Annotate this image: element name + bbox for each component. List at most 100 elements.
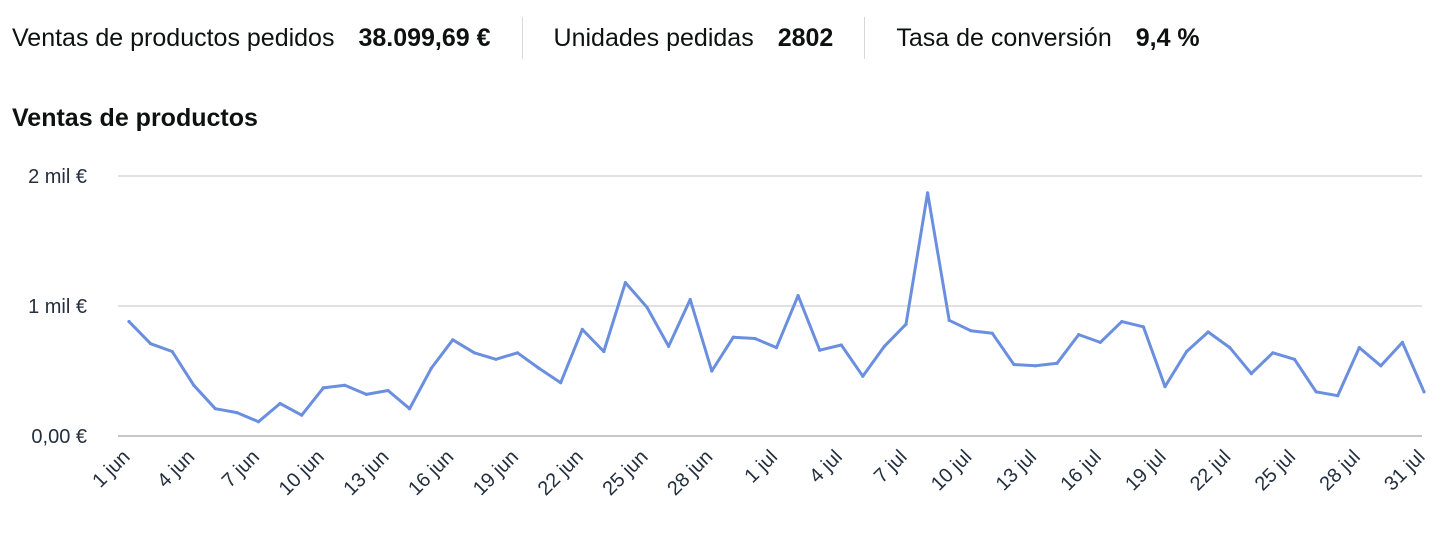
y-axis-ticks: 0,00 € 1 mil € 2 mil € (28, 166, 87, 448)
data-point (774, 346, 779, 350)
x-tick-label: 1 jun (88, 446, 134, 492)
data-point (1336, 394, 1340, 398)
data-point (1141, 325, 1146, 329)
data-point (623, 281, 628, 285)
metric-divider (864, 17, 866, 59)
data-point (559, 381, 563, 385)
data-point (1271, 351, 1275, 355)
metric-sales-value: 38.099,69 € (358, 24, 491, 52)
x-tick-label: 7 jun (218, 446, 264, 492)
x-tick-label: 16 jul (1056, 446, 1105, 495)
data-point (753, 336, 757, 341)
data-point (796, 294, 800, 298)
data-point (256, 420, 261, 424)
data-point (1314, 390, 1318, 394)
data-point (429, 366, 433, 370)
data-point (1012, 362, 1016, 367)
data-point (364, 392, 369, 396)
x-tick-label: 13 jun (339, 446, 393, 500)
x-tick-label: 19 jun (469, 446, 523, 500)
metrics-bar: Ventas de productos pedidos 38.099,69 € … (12, 16, 1200, 60)
data-point (688, 297, 692, 302)
x-tick-label: 16 jun (404, 446, 458, 500)
x-tick-label: 4 jun (153, 446, 199, 492)
y-tick-label: 2 mil € (28, 166, 87, 188)
metric-units: Unidades pedidas 2802 (554, 16, 834, 60)
x-tick-label: 1 jul (741, 446, 783, 488)
data-point (127, 320, 131, 324)
metric-conversion-label: Tasa de conversión (896, 24, 1112, 52)
data-point (947, 318, 951, 322)
data-point (990, 331, 994, 335)
data-point (645, 305, 649, 309)
x-axis-ticks: 1 jun 4 jun 7 jun 10 jun 13 jun 16 jun 19 jun 2… (88, 446, 1429, 500)
grid-lines (118, 175, 1422, 437)
y-tick-label: 0,00 € (31, 426, 87, 448)
x-tick-label: 22 jun (534, 446, 588, 500)
data-point (839, 343, 843, 347)
data-point (148, 342, 153, 346)
data-point (1379, 364, 1383, 368)
data-point (472, 351, 476, 355)
data-point (818, 348, 822, 352)
data-point (407, 407, 412, 411)
data-point (192, 383, 196, 387)
data-point (1098, 340, 1102, 344)
x-tick-label: 10 jun (275, 446, 329, 500)
data-point (494, 357, 498, 361)
data-point (300, 413, 304, 417)
data-point (861, 374, 865, 378)
x-tick-label: 4 jul (805, 446, 847, 488)
data-point (1400, 340, 1405, 344)
data-point (1163, 385, 1167, 389)
data-point (1357, 346, 1361, 350)
data-point (170, 349, 174, 354)
x-tick-label: 25 jun (598, 446, 652, 500)
data-point (710, 369, 714, 373)
x-tick-label: 28 jul (1315, 446, 1364, 495)
data-point (882, 344, 887, 348)
x-tick-label: 19 jul (1121, 446, 1170, 495)
x-tick-label: 10 jul (927, 446, 976, 495)
data-point (1033, 364, 1038, 368)
x-tick-label: 13 jul (992, 446, 1041, 495)
data-point (580, 327, 584, 331)
data-point (1292, 357, 1297, 361)
data-point (1228, 346, 1232, 350)
metric-sales-label: Ventas de productos pedidos (12, 24, 335, 52)
data-point (602, 349, 606, 354)
metric-sales: Ventas de productos pedidos 38.099,69 € (12, 16, 491, 60)
x-tick-label: 7 jul (870, 446, 912, 488)
series-layer (127, 191, 1426, 424)
x-tick-label: 22 jul (1186, 446, 1235, 495)
data-point (731, 335, 735, 339)
data-point (451, 338, 455, 342)
chart-title: Ventas de productos (12, 104, 258, 132)
data-point (1120, 320, 1124, 324)
data-point (1184, 349, 1189, 354)
data-point (213, 407, 217, 411)
data-point (343, 383, 347, 387)
x-tick-label: 31 jul (1380, 446, 1429, 495)
data-point (278, 401, 282, 406)
x-tick-label: 28 jun (663, 446, 717, 500)
metric-conversion-value: 9,4 % (1135, 24, 1200, 52)
data-point (1249, 372, 1253, 376)
data-point (386, 388, 390, 393)
data-point (969, 329, 973, 333)
y-tick-label: 1 mil € (28, 296, 87, 318)
data-point (904, 322, 908, 326)
data-point (537, 366, 541, 370)
x-tick-label: 25 jul (1251, 446, 1300, 495)
data-point (925, 191, 930, 195)
data-point (321, 386, 325, 390)
data-point (1077, 333, 1081, 337)
data-point (1422, 390, 1426, 394)
data-point (666, 344, 671, 348)
data-point (1206, 330, 1210, 334)
data-point (235, 411, 239, 415)
data-point (515, 351, 520, 355)
data-point (1055, 361, 1059, 365)
metric-conversion: Tasa de conversión 9,4 % (896, 16, 1199, 60)
